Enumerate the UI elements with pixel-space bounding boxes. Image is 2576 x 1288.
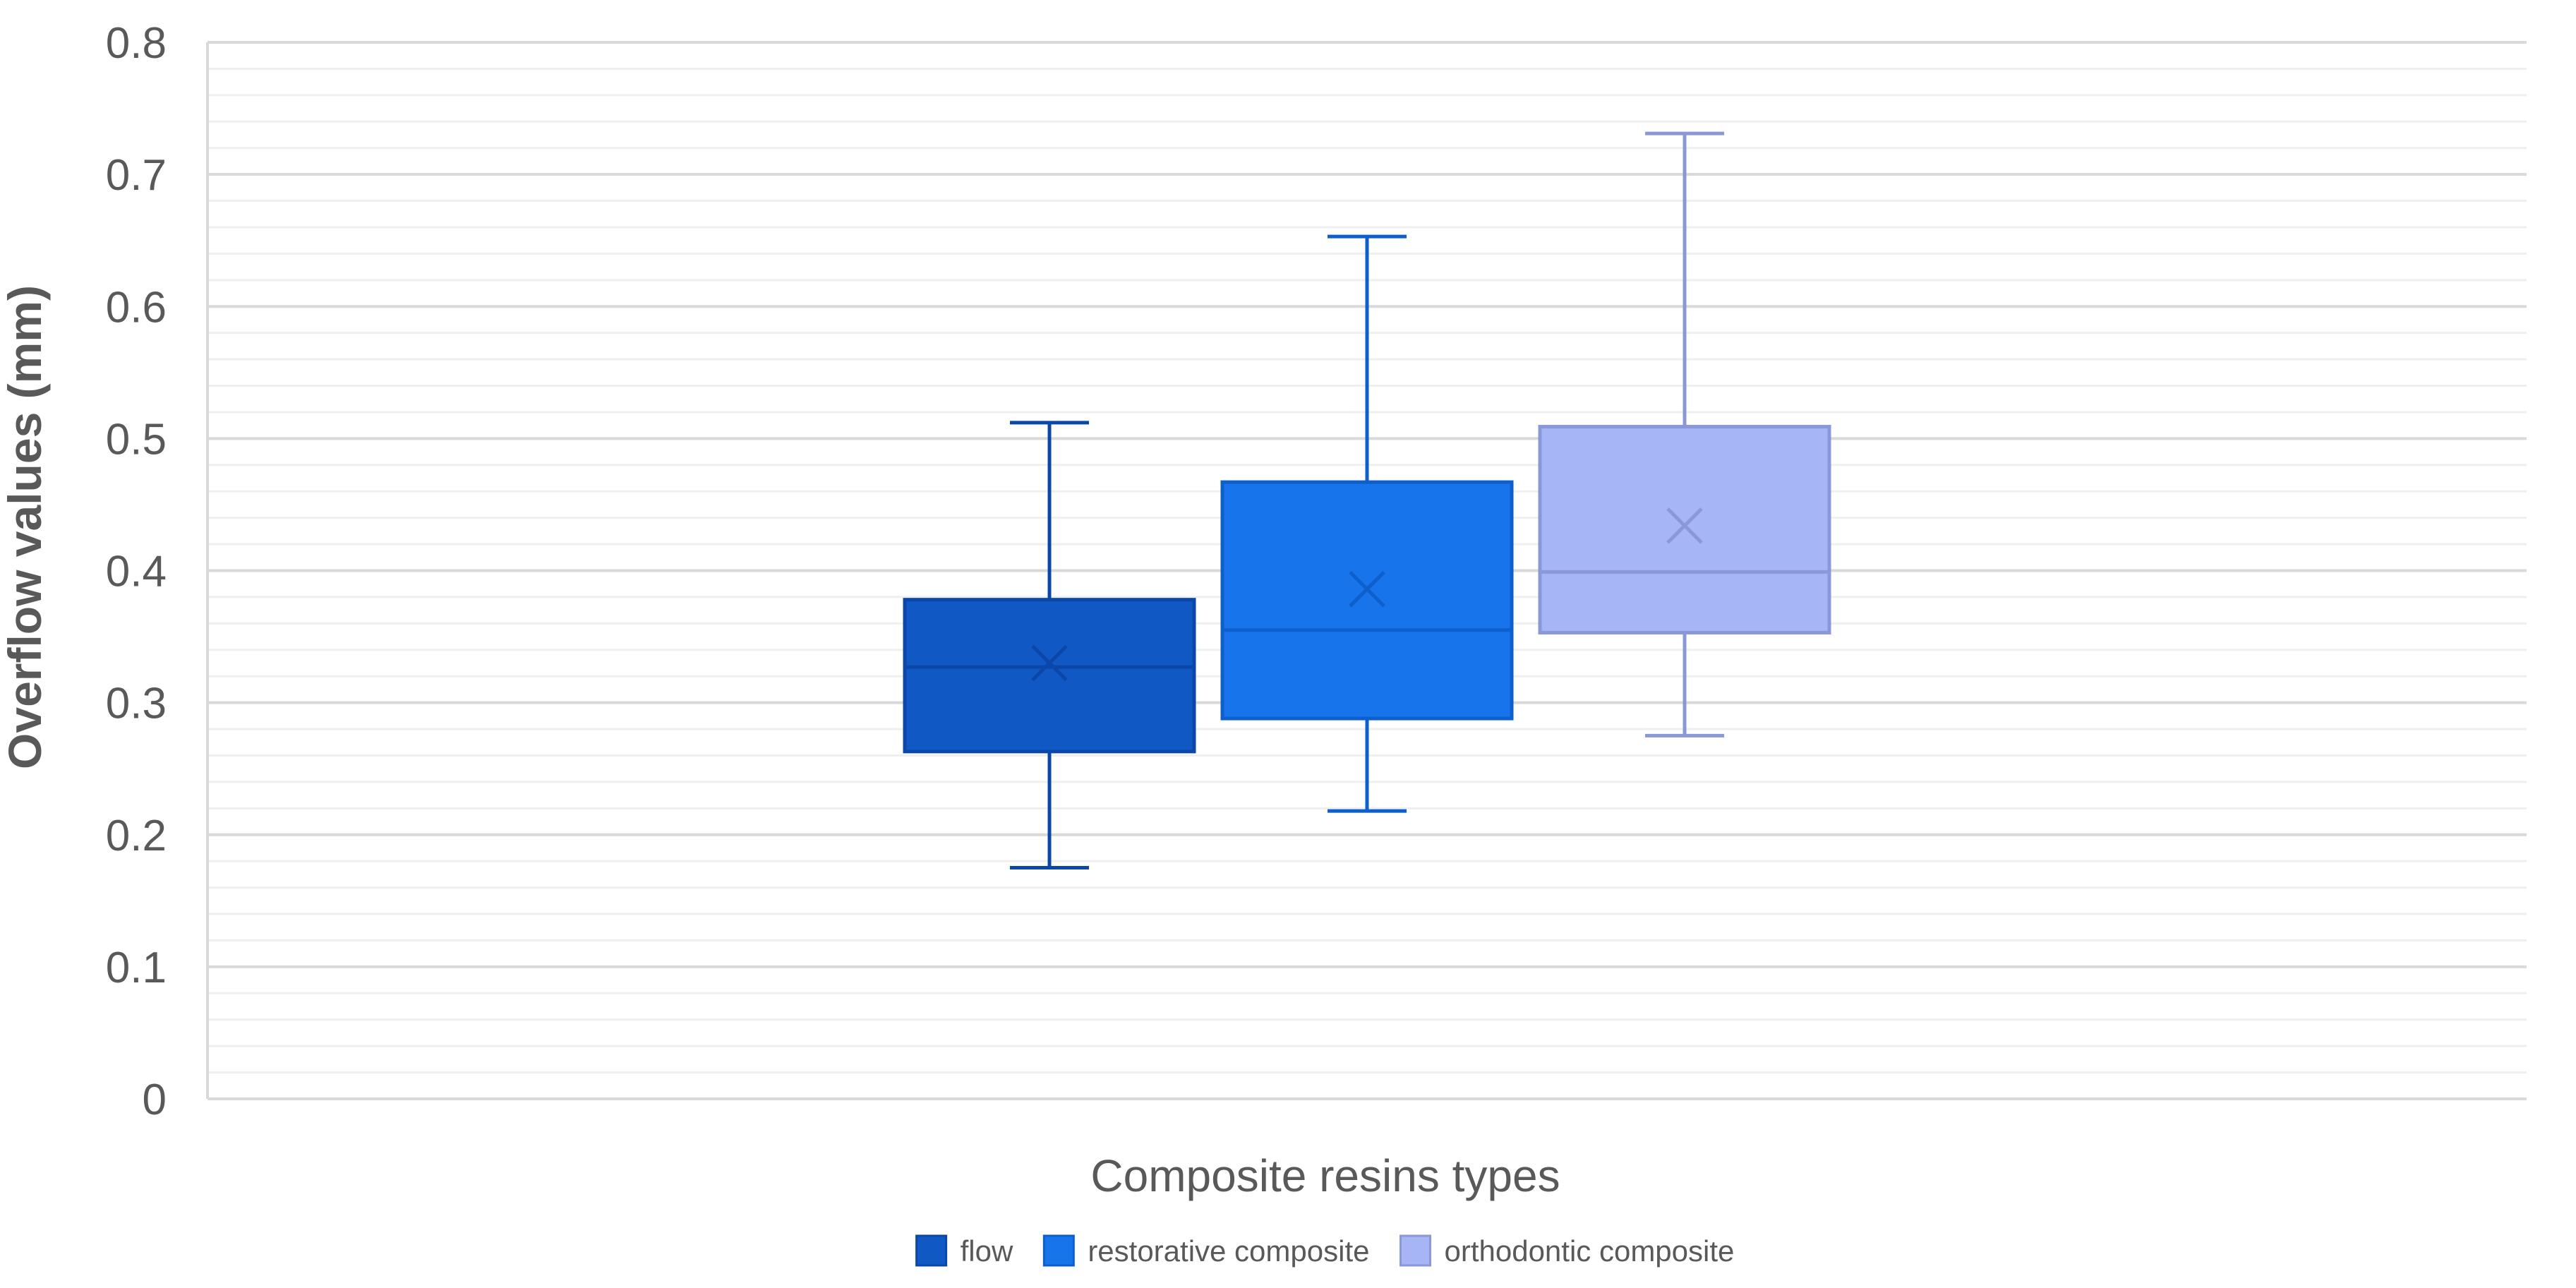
- y-tick-label: 0: [143, 1076, 167, 1124]
- iqr-box: [1538, 425, 1831, 634]
- legend-label: orthodontic composite: [1444, 1234, 1734, 1268]
- y-tick-label: 0.4: [106, 548, 167, 596]
- mean-marker: [1031, 644, 1068, 682]
- legend: flow restorative composite orthodontic com…: [915, 1234, 1734, 1268]
- axes: [206, 42, 2527, 1100]
- legend-label: restorative composite: [1088, 1234, 1369, 1268]
- x-axis-title: Composite resins types: [1090, 1150, 1560, 1201]
- legend-swatch: [915, 1234, 948, 1267]
- y-tick-label: 0.1: [106, 944, 167, 992]
- y-tick-label: 0.8: [106, 19, 167, 68]
- legend-swatch: [1399, 1234, 1431, 1267]
- tick-labels: 0 0.1 0.2 0.3 0.4 0.5 0.6 0.7 0.8: [106, 19, 167, 1124]
- box-orthodontic-composite: [1538, 131, 1831, 738]
- y-axis-title: Overflow values (mm): [0, 285, 51, 769]
- legend-item: flow: [915, 1234, 1013, 1268]
- legend-item: restorative composite: [1042, 1234, 1369, 1268]
- legend-item: orthodontic composite: [1399, 1234, 1734, 1268]
- legend-label: flow: [961, 1234, 1013, 1268]
- mean-marker: [1349, 570, 1385, 608]
- y-tick-label: 0.7: [106, 151, 167, 200]
- legend-swatch: [1042, 1234, 1075, 1267]
- y-tick-label: 0.6: [106, 283, 167, 332]
- iqr-box: [1220, 480, 1514, 721]
- mean-marker: [1666, 507, 1703, 544]
- box-flow: [903, 421, 1196, 870]
- box-restorative-composite: [1220, 234, 1514, 813]
- y-tick-label: 0.5: [106, 415, 167, 464]
- box-series: [903, 131, 1831, 870]
- iqr-box: [903, 598, 1196, 754]
- y-tick-label: 0.3: [106, 680, 167, 728]
- y-tick-label: 0.2: [106, 812, 167, 860]
